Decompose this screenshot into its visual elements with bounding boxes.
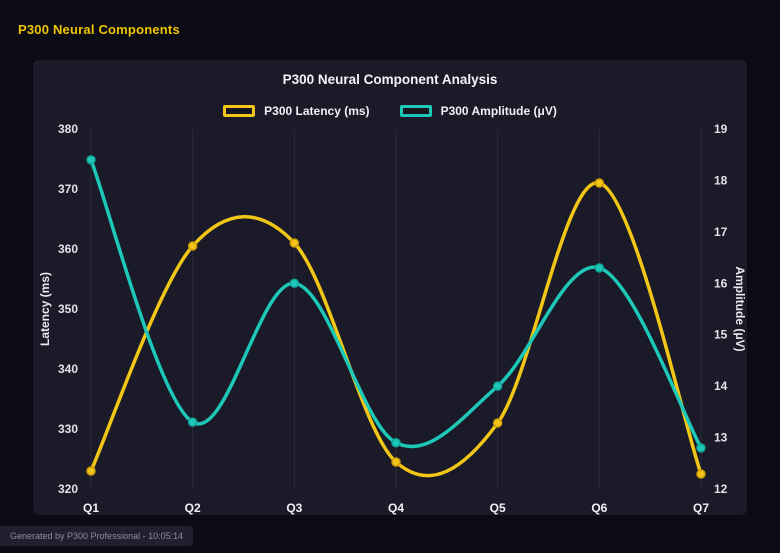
svg-text:Q4: Q4 (388, 501, 404, 515)
svg-text:380: 380 (58, 122, 78, 136)
svg-text:Q1: Q1 (83, 501, 99, 515)
legend-item-latency[interactable]: P300 Latency (ms) (223, 104, 370, 118)
line-chart-plot: 320 330 340 350 360 370 380 12 13 14 15 16 17 18 19 Q1 Q… (38, 122, 747, 515)
svg-text:17: 17 (714, 225, 728, 239)
svg-text:340: 340 (58, 362, 78, 376)
generated-by-badge: Generated by P300 Professional - 10:05:1… (0, 526, 194, 546)
svg-text:370: 370 (58, 182, 78, 196)
svg-text:Latency (ms): Latency (ms) (38, 272, 52, 346)
svg-text:16: 16 (714, 276, 728, 290)
svg-text:14: 14 (714, 379, 728, 393)
svg-text:15: 15 (714, 328, 728, 342)
chart-legend: P300 Latency (ms) P300 Amplitude (μV) (33, 104, 747, 118)
svg-text:360: 360 (58, 242, 78, 256)
svg-text:320: 320 (58, 482, 78, 496)
svg-text:19: 19 (714, 122, 728, 136)
chart-panel: P300 Neural Component Analysis P300 Late… (33, 60, 747, 515)
svg-text:Q7: Q7 (693, 501, 709, 515)
svg-text:Q2: Q2 (185, 501, 201, 515)
svg-text:Amplitude (μV): Amplitude (μV) (733, 266, 747, 351)
svg-text:12: 12 (714, 482, 728, 496)
svg-text:13: 13 (714, 431, 728, 445)
svg-text:Q6: Q6 (591, 501, 607, 515)
svg-text:350: 350 (58, 302, 78, 316)
chart-title: P300 Neural Component Analysis (282, 72, 498, 87)
amplitude-legend-swatch (399, 105, 432, 117)
svg-text:18: 18 (714, 173, 728, 187)
amplitude-legend-label: P300 Amplitude (μV) (440, 104, 557, 118)
svg-text:Q3: Q3 (286, 501, 302, 515)
page-title: P300 Neural Components (18, 22, 180, 37)
svg-text:330: 330 (58, 422, 78, 436)
svg-text:Q5: Q5 (490, 501, 506, 515)
latency-legend-label: P300 Latency (ms) (264, 104, 370, 118)
latency-legend-swatch (223, 105, 256, 117)
legend-item-amplitude[interactable]: P300 Amplitude (μV) (399, 104, 557, 118)
